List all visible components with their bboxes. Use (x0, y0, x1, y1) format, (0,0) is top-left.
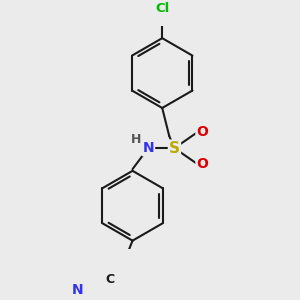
Text: H: H (131, 133, 141, 146)
Text: O: O (196, 125, 208, 140)
Text: N: N (72, 283, 83, 297)
Text: C: C (105, 273, 114, 286)
Text: O: O (196, 157, 208, 171)
Text: Cl: Cl (155, 2, 169, 15)
Text: N: N (142, 141, 154, 155)
Text: S: S (169, 141, 180, 156)
